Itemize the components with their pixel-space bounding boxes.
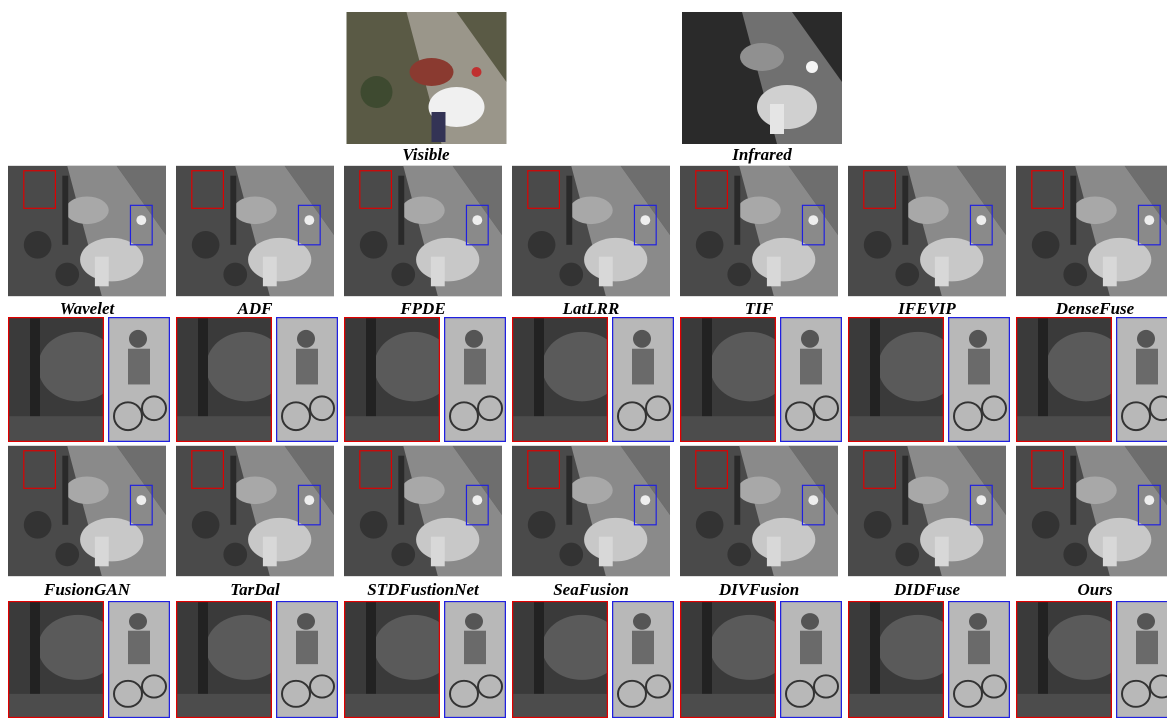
- zoom-red: [1016, 601, 1126, 718]
- infrared-image: [682, 12, 842, 144]
- zoom-red: [680, 317, 790, 442]
- method-label: FPDE: [399, 299, 445, 318]
- zoom-red: [680, 601, 790, 718]
- method-label: DenseFuse: [1055, 299, 1135, 318]
- figure: Visible Infrared Wavelet ADF FPDE LatLRR TIF…: [0, 0, 1167, 722]
- zoom-red: [1016, 317, 1126, 442]
- fused-image: [680, 166, 838, 296]
- fused-image: [848, 166, 1006, 296]
- zoom-blue: [276, 601, 338, 718]
- zoom-red: [8, 317, 118, 442]
- fused-image: [344, 446, 502, 576]
- zoom-red: [176, 601, 286, 718]
- method-label: FusionGAN: [43, 580, 131, 599]
- method-label: IFEVIP: [897, 299, 956, 318]
- zoom-red: [344, 317, 454, 442]
- fused-image: [176, 166, 334, 296]
- zoom-red: [176, 317, 286, 442]
- fused-image: [8, 446, 166, 576]
- zoom-red: [8, 601, 118, 718]
- zoom-red: [512, 317, 622, 442]
- fused-image: [1016, 166, 1167, 296]
- zoom-blue: [1116, 601, 1167, 718]
- zoom-blue: [612, 601, 674, 718]
- method-label: DIVFusion: [718, 580, 799, 599]
- method-label: TIF: [745, 299, 774, 318]
- zoom-red: [848, 317, 958, 442]
- fused-image: [512, 446, 670, 576]
- fused-image: [176, 446, 334, 576]
- fused-image: [680, 446, 838, 576]
- fused-image: [344, 166, 502, 296]
- fused-image: [512, 166, 670, 296]
- zoom-blue: [780, 317, 842, 442]
- fused-image: [848, 446, 1006, 576]
- zoom-red: [344, 601, 454, 718]
- zoom-blue: [108, 317, 170, 442]
- zoom-blue: [108, 601, 170, 718]
- zoom-blue: [444, 601, 506, 718]
- zoom-blue: [444, 317, 506, 442]
- zoom-blue: [276, 317, 338, 442]
- zoom-blue: [948, 317, 1010, 442]
- method-label: Ours: [1078, 580, 1113, 599]
- image-label: Visible: [402, 145, 450, 164]
- method-label: STDFustionNet: [367, 580, 480, 599]
- zoom-blue: [948, 601, 1010, 718]
- fused-image: [1016, 446, 1167, 576]
- visible-image: [347, 12, 507, 144]
- zoom-blue: [612, 317, 674, 442]
- method-label: SeaFusion: [553, 580, 629, 599]
- image-label: Infrared: [731, 145, 792, 164]
- zoom-red: [848, 601, 958, 718]
- method-label: LatLRR: [562, 299, 620, 318]
- method-label: DIDFuse: [893, 580, 961, 599]
- zoom-red: [512, 601, 622, 718]
- method-label: TarDal: [230, 580, 280, 599]
- method-label: ADF: [237, 299, 274, 318]
- method-label: Wavelet: [60, 299, 116, 318]
- fused-image: [8, 166, 166, 296]
- zoom-blue: [780, 601, 842, 718]
- zoom-blue: [1116, 317, 1167, 442]
